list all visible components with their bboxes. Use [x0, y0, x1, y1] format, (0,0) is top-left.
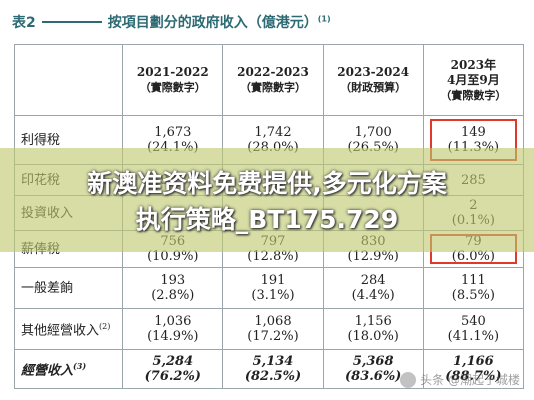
row-label-text: 其他經營收入: [21, 323, 100, 339]
row-label-text: 一般差餉: [21, 280, 74, 296]
cell-percent: (82.5%): [244, 369, 302, 384]
table-caption-text: 按項目劃分的政府收入（億港元）: [107, 15, 318, 31]
cell-percent: (76.2%): [144, 369, 201, 384]
row-label: 其他經營收入(2): [13, 308, 124, 350]
cell-value: 1,742: [254, 125, 292, 140]
cell-value: 149: [460, 125, 486, 140]
cell-percent: (4.4%): [351, 288, 395, 303]
value-cell: 284 (4.4%): [322, 267, 424, 309]
table-row: 其他經營收入(2) 1,036 (14.9%) 1,068 (17.2%) 1,156 (1…: [13, 308, 525, 350]
cell-value: 540: [460, 314, 486, 329]
header-col-3: 2023-2024 （財政預算）: [322, 44, 424, 116]
cell-value: 193: [160, 273, 186, 288]
overlay-banner: [0, 148, 534, 252]
value-cell: 191 (3.1%): [222, 267, 324, 309]
header-col-4: 2023年 4月至9月 （實際數字）: [422, 44, 525, 116]
cell-percent: (3.1%): [251, 288, 295, 303]
header-sub: （實際數字）: [239, 81, 306, 94]
title-divider: [41, 21, 102, 23]
value-cell: 5,134 (82.5%): [222, 349, 324, 389]
cell-percent: (12.8%): [247, 249, 299, 264]
cell-value: 1,156: [354, 314, 392, 329]
table-number: 表2: [12, 15, 36, 31]
header-year: 2023-2024: [337, 65, 410, 79]
value-cell: 1,166 (88.7%): [422, 349, 525, 389]
header-sub: （實際數字）: [440, 88, 507, 102]
cell-value: 1,068: [254, 314, 292, 329]
value-cell: 5,368 (83.6%): [322, 349, 424, 389]
header-year: 2022-2023: [237, 65, 309, 79]
table-title: 表2 按項目劃分的政府收入（億港元）(1): [12, 8, 522, 36]
row-label-text: 經營收入: [21, 363, 74, 379]
value-cell: 193 (2.8%): [122, 267, 224, 309]
table-caption-note: (1): [317, 14, 331, 24]
cell-value: 5,368: [352, 354, 394, 369]
cell-value: 1,166: [453, 354, 494, 369]
row-label: 經營收入(3): [13, 349, 124, 389]
cell-percent: (12.9%): [347, 249, 399, 264]
value-cell: 540 (41.1%): [422, 308, 525, 350]
header-year: 2021-2022: [136, 65, 209, 79]
header-col-2: 2022-2023 （實際數字）: [222, 44, 324, 116]
value-cell: 111 (8.5%): [422, 267, 525, 309]
cell-value: 1,036: [154, 314, 192, 329]
header-year: 2023年 4月至9月: [447, 57, 500, 87]
header-col-1: 2021-2022 （實際數字）: [122, 44, 224, 116]
table-caption: 按項目劃分的政府收入（億港元）(1): [108, 12, 331, 32]
table-row: 一般差餉 193 (2.8%) 191 (3.1%) 284 (4.4%) 111 (8.5%): [13, 267, 525, 309]
header-sub: （財政預算）: [340, 81, 407, 94]
cell-percent: (14.9%): [147, 329, 199, 344]
row-label-text: 利得稅: [21, 132, 61, 148]
cell-percent: (41.1%): [447, 329, 500, 344]
header-sub: （實際數字）: [139, 81, 206, 94]
value-cell: 1,156 (18.0%): [322, 308, 424, 350]
cell-value: 5,134: [252, 354, 294, 369]
watermark-text: 头条 @潮起于城楼: [420, 373, 520, 387]
value-cell: 1,068 (17.2%): [222, 308, 324, 350]
cell-value: 111: [460, 273, 486, 288]
cell-percent: (17.2%): [247, 329, 299, 344]
cell-value: 191: [260, 273, 286, 288]
value-cell: 1,036 (14.9%): [122, 308, 224, 350]
banner-line-1: 新澳准资料免费提供,多元化方案: [87, 169, 447, 198]
watermark: 头条 @潮起于城楼: [400, 371, 520, 388]
header-empty: [13, 44, 124, 116]
cell-percent: (10.9%): [147, 249, 199, 264]
cell-percent: (83.6%): [345, 369, 402, 384]
cell-percent: (88.7%): [445, 369, 502, 384]
cell-percent: (8.5%): [451, 288, 495, 303]
cell-percent: (2.8%): [151, 288, 195, 303]
cell-value: 284: [360, 273, 386, 288]
cell-value: 5,284: [152, 354, 194, 369]
header-row: 2021-2022 （實際數字） 2022-2023 （實際數字） 2023-202…: [13, 44, 525, 116]
row-label-note: (3): [73, 361, 87, 372]
value-cell: 5,284 (76.2%): [122, 349, 224, 389]
cell-value: 1,673: [154, 125, 192, 140]
cell-percent: (6.0%): [451, 249, 495, 264]
cell-value: 1,700: [354, 125, 392, 140]
cell-percent: (18.0%): [347, 329, 399, 344]
row-label: 一般差餉: [13, 267, 124, 309]
banner-line-2: 执行策略_BT175.729: [135, 205, 399, 234]
table-row: 經營收入(3) 5,284 (76.2%) 5,134 (82.5%) 5,368 (83.…: [13, 349, 525, 389]
watermark-logo-icon: [400, 371, 417, 388]
row-label-note: (2): [99, 322, 111, 332]
